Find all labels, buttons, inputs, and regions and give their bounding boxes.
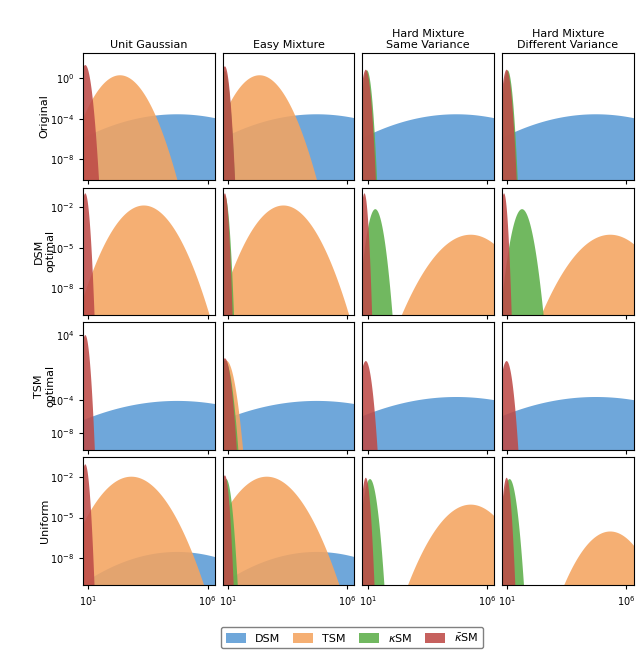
Title: Unit Gaussian: Unit Gaussian	[110, 40, 188, 51]
Y-axis label: DSM
optimal: DSM optimal	[34, 230, 55, 272]
Y-axis label: Uniform: Uniform	[40, 499, 49, 543]
Legend: DSM, TSM, $\kappa$SM, $\bar{\kappa}$SM: DSM, TSM, $\kappa$SM, $\bar{\kappa}$SM	[221, 627, 483, 648]
Title: Hard Mixture
Different Variance: Hard Mixture Different Variance	[517, 29, 618, 51]
Y-axis label: TSM
optimal: TSM optimal	[34, 365, 55, 407]
Y-axis label: Original: Original	[40, 94, 49, 138]
Title: Easy Mixture: Easy Mixture	[253, 40, 324, 51]
Title: Hard Mixture
Same Variance: Hard Mixture Same Variance	[387, 29, 470, 51]
